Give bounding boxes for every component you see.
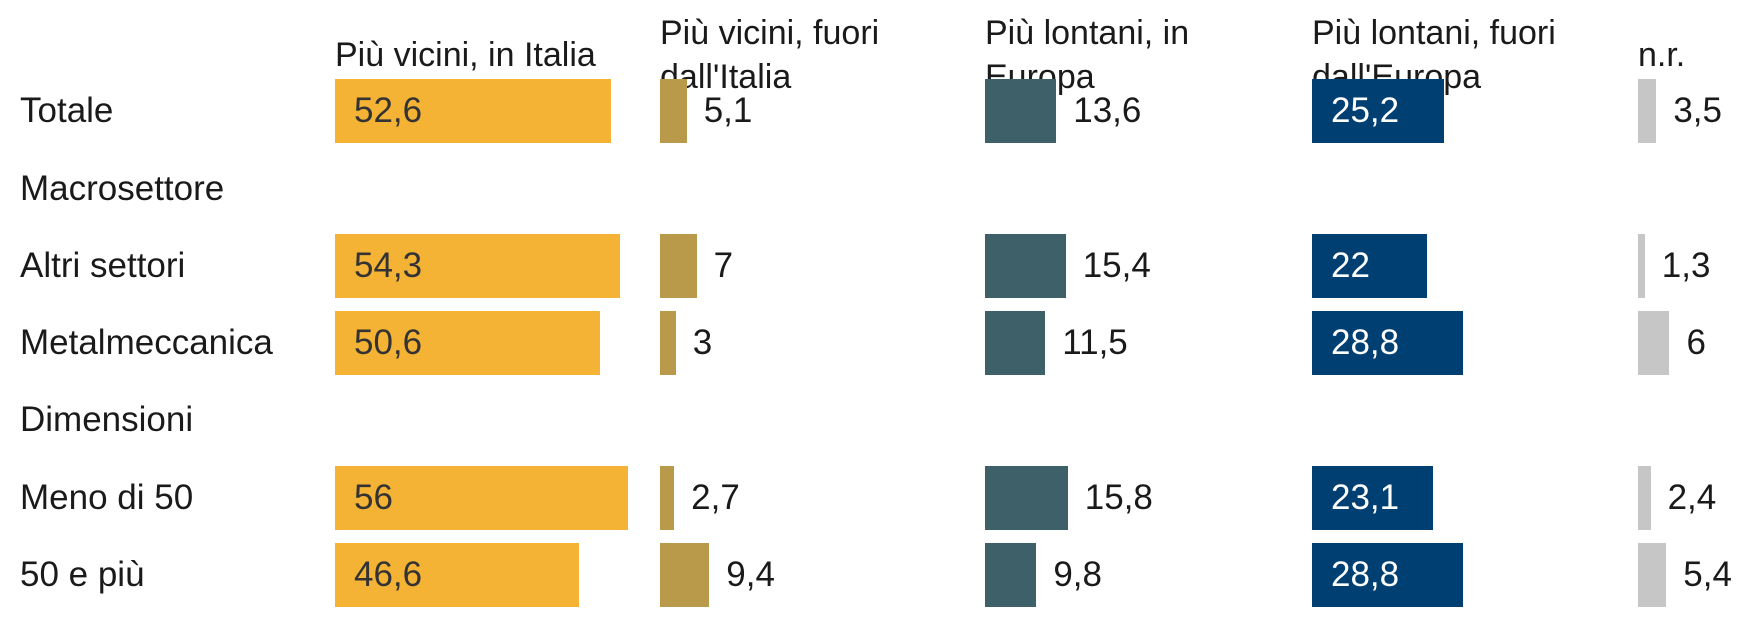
bar	[985, 311, 1046, 375]
value-label: 5,1	[703, 91, 753, 130]
bar	[1312, 234, 1428, 298]
bar	[1638, 311, 1670, 375]
value-label: 3,5	[1673, 91, 1722, 130]
bar	[985, 466, 1068, 530]
bar	[1312, 79, 1445, 143]
bar	[660, 311, 676, 375]
value-label: 54,3	[354, 246, 423, 285]
bar	[1638, 466, 1651, 530]
value-label: 15,8	[1084, 478, 1153, 517]
value-label: 13,6	[1073, 91, 1142, 130]
value-label: 28,8	[1331, 323, 1400, 362]
bar	[335, 234, 620, 298]
value-label: 6	[1686, 323, 1706, 362]
bar	[660, 543, 710, 607]
value-label: 52,6	[354, 91, 423, 130]
value-label: 2,7	[691, 478, 740, 517]
value-label: 5,4	[1683, 555, 1732, 594]
column-header: n.r.	[1638, 36, 1686, 74]
bar	[660, 466, 675, 530]
bar	[335, 311, 601, 375]
bar	[660, 234, 697, 298]
row-label: Dimensioni	[20, 400, 194, 439]
bar	[1312, 466, 1434, 530]
value-label: 25,2	[1331, 91, 1400, 130]
value-label: 22	[1331, 246, 1370, 285]
row-label: Altri settori	[20, 246, 186, 285]
bar	[335, 79, 611, 143]
value-label: 15,4	[1082, 246, 1151, 285]
row-label: Meno di 50	[20, 478, 194, 517]
bar	[985, 234, 1066, 298]
value-label: 9,8	[1053, 555, 1102, 594]
bar	[985, 79, 1057, 143]
bar	[1312, 543, 1463, 607]
value-label: 28,8	[1331, 555, 1400, 594]
bar	[1638, 543, 1667, 607]
value-label: 46,6	[354, 555, 423, 594]
bar	[335, 466, 629, 530]
bar	[1312, 311, 1463, 375]
row-label: Totale	[20, 91, 114, 130]
row-label: 50 e più	[20, 555, 145, 594]
value-label: 7	[713, 246, 734, 285]
column-header: Più vicini, in Italia	[335, 36, 596, 74]
value-label: 11,5	[1062, 323, 1128, 362]
value-label: 9,4	[726, 555, 775, 594]
row-label: Metalmeccanica	[20, 323, 273, 362]
bar	[985, 543, 1037, 607]
value-label: 3	[692, 323, 713, 362]
value-label: 56	[354, 478, 393, 517]
value-label: 50,6	[354, 323, 423, 362]
row-label: Macrosettore	[20, 169, 225, 208]
bar	[1638, 79, 1657, 143]
value-label: 23,1	[1331, 478, 1400, 517]
bar	[1638, 234, 1645, 298]
bar	[660, 79, 687, 143]
bar	[335, 543, 580, 607]
value-label: 2,4	[1667, 478, 1717, 517]
value-label: 1,3	[1661, 246, 1711, 285]
